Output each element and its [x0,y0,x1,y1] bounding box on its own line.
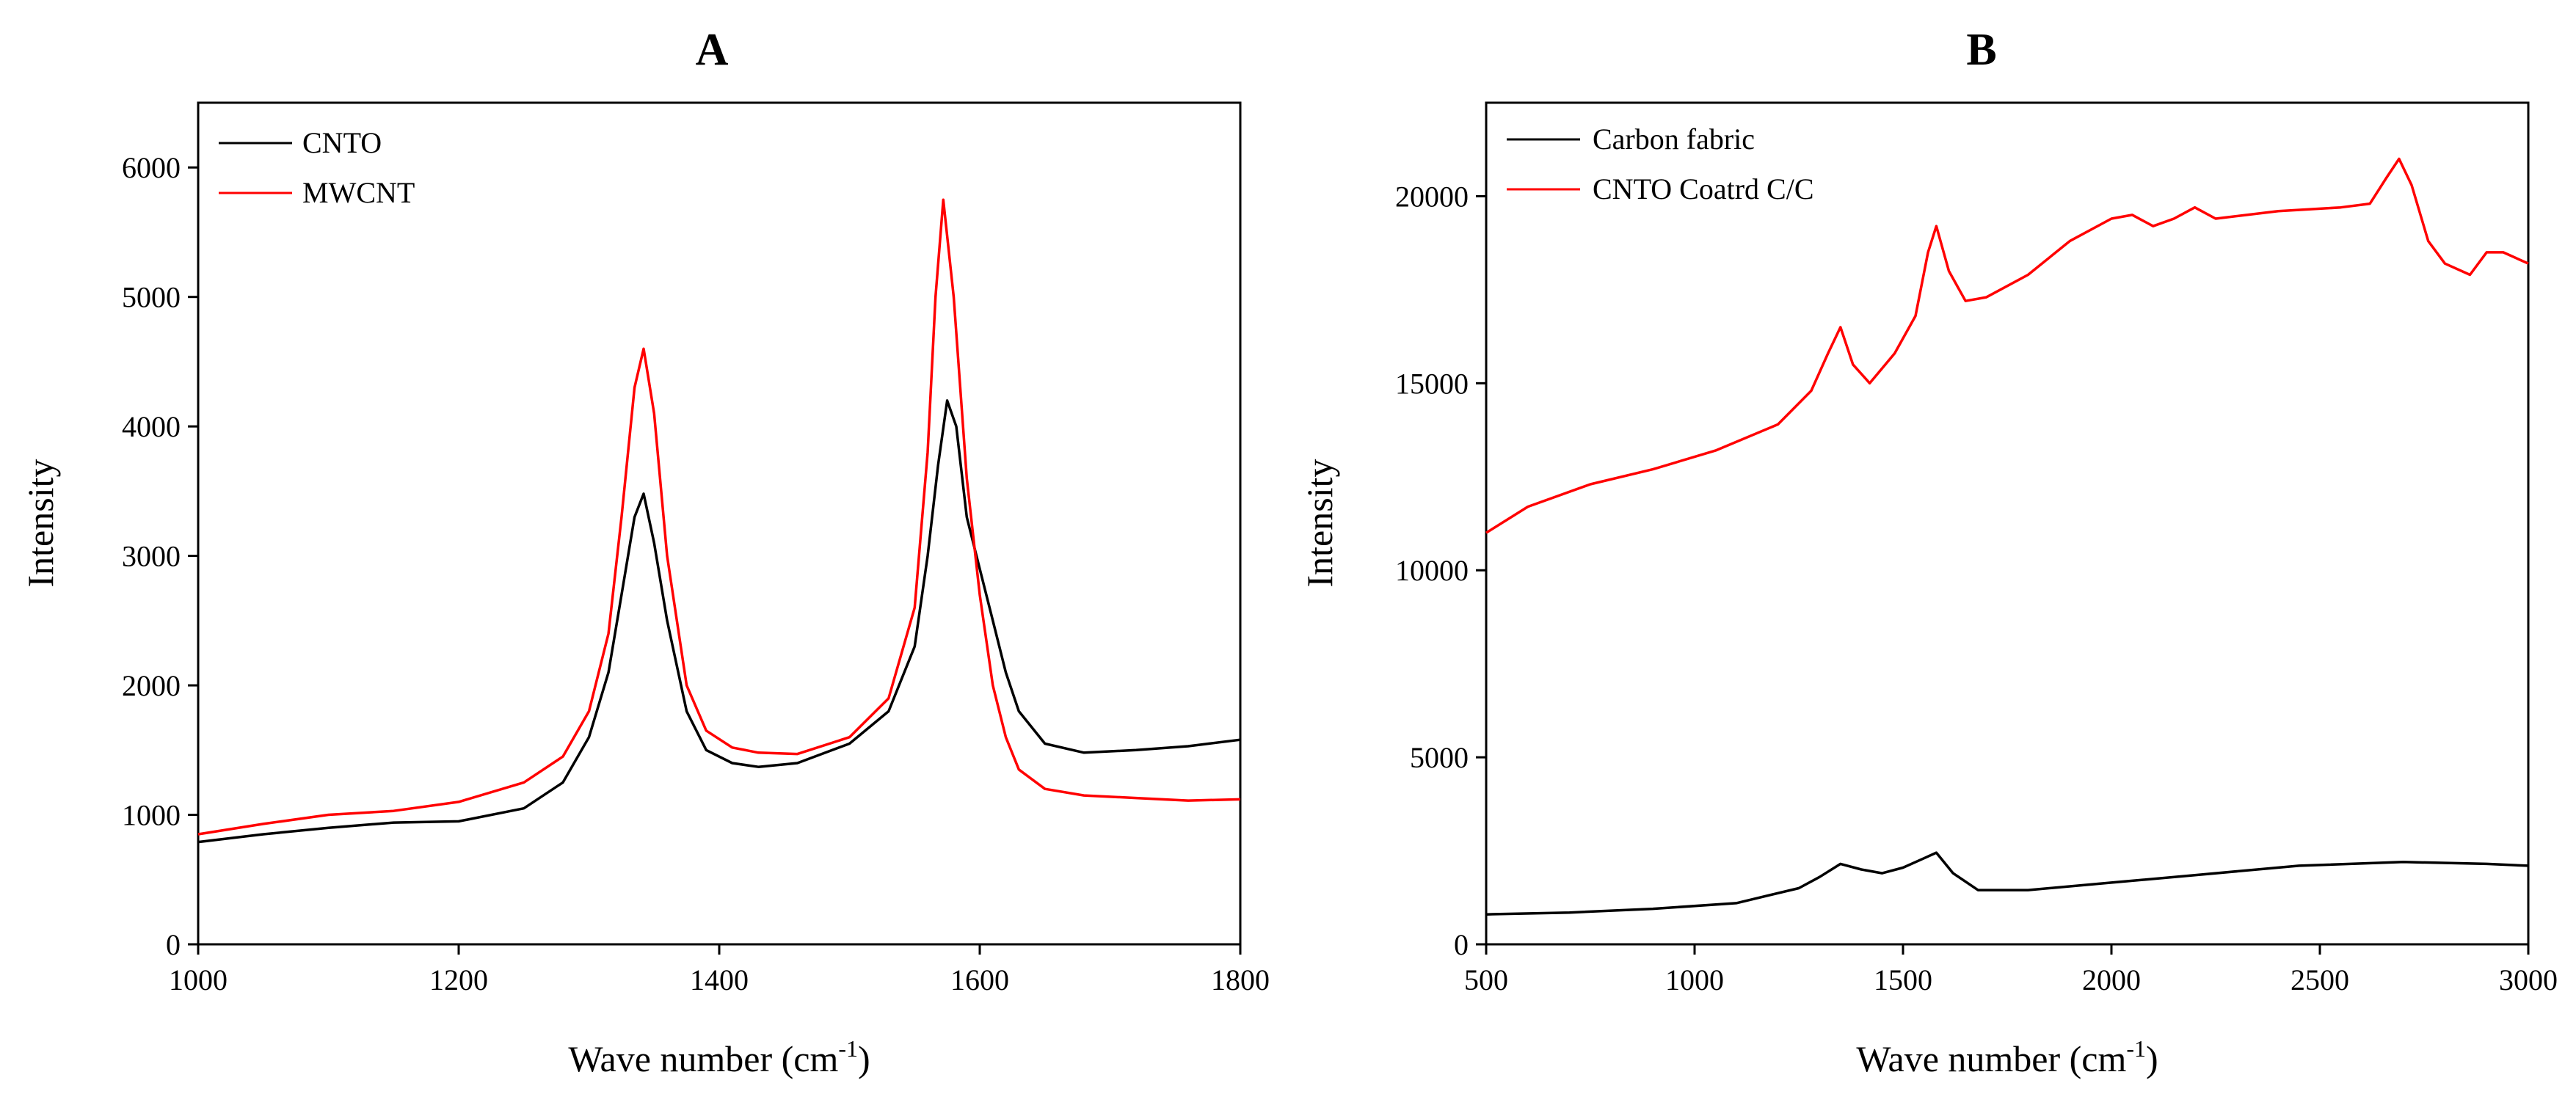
panel-b-series [1485,157,2529,916]
panel-b-legend: Carbon fabric CNTO Coatrd C/C [1507,123,1814,205]
panel-b-x-tick-label-1000: 1000 [1665,963,1724,996]
panel-b-x-tick-label-3000: 3000 [2499,963,2558,996]
panel-b-chart: B 500 1000 1500 2000 2500 3000 0 5000 10000 15000… [1299,25,2558,1079]
panel-b-x-tick-label-1500: 1500 [1874,963,1932,996]
panel-a-y-tick-label-3000: 3000 [122,540,181,573]
panel-b-y-tick-label-10000: 10000 [1395,554,1469,587]
panel-a-title: A [696,25,729,75]
panel-a-x-tick-label-1400: 1400 [690,963,749,996]
panel-a-x-axis-title: Wave number (cm-1) [568,1035,870,1079]
panel-a-y-tick-label-0: 0 [166,928,181,961]
panel-a-x-tick-label-1200: 1200 [429,963,488,996]
panel-a-chart: A 1000 1200 1400 1600 1800010002000300040005… [20,25,1270,1079]
panel-b-y-tick-label-0: 0 [1454,928,1469,961]
panel-b-y-axis-title: Intensity [1299,459,1340,588]
panel-b-ticks: 500 1000 1500 2000 2500 3000 0 5000 10000 15000 20… [1395,180,2558,996]
panel-b-x-axis-title: Wave number (cm-1) [1856,1035,2158,1079]
panel-a-legend-label-mwcnt: MWCNT [302,176,415,209]
panel-b-series-line-cnto-coatrd-c-c [1485,157,2529,534]
panel-b-plot-frame [1485,101,2530,946]
panel-a-series-line-mwcnt [197,198,1241,836]
panel-a-y-tick-label-5000: 5000 [122,281,181,314]
panel-a-plot-frame [197,101,1242,946]
panel-a-y-tick-label-1000: 1000 [122,799,181,832]
panel-a-ticks: 1000 1200 1400 1600 180001000200030004000500… [122,151,1270,996]
panel-b-x-tick-label-2000: 2000 [2082,963,2141,996]
panel-a-legend: CNTO MWCNT [219,126,415,209]
panel-a-y-tick-label-4000: 4000 [122,410,181,443]
panel-b-x-tick-label-2500: 2500 [2291,963,2349,996]
panel-a-legend-label-cnto: CNTO [302,126,382,159]
panel-b-x-tick-label-500: 500 [1464,963,1508,996]
panel-b-legend-label-cnto-coated: CNTO Coatrd C/C [1593,172,1814,205]
panel-b-y-tick-label-20000: 20000 [1395,180,1469,213]
panel-a-series [197,198,1241,844]
panel-a-x-tick-label-1600: 1600 [950,963,1009,996]
panel-a-x-tick-label-1800: 1800 [1211,963,1270,996]
panel-a-y-axis-title: Intensity [20,459,61,588]
panel-b-title: B [1966,25,1996,75]
panel-b-y-tick-label-5000: 5000 [1410,741,1469,774]
panel-b-series-line-carbon-fabric [1485,851,2529,916]
panel-b-y-tick-label-15000: 15000 [1395,367,1469,400]
panel-a-y-tick-label-6000: 6000 [122,151,181,184]
panel-a-y-tick-label-2000: 2000 [122,669,181,702]
panel-a-series-line-cnto [197,399,1241,844]
panel-b-legend-label-carbon-fabric: Carbon fabric [1593,123,1755,156]
panel-a-x-tick-label-1000: 1000 [169,963,228,996]
